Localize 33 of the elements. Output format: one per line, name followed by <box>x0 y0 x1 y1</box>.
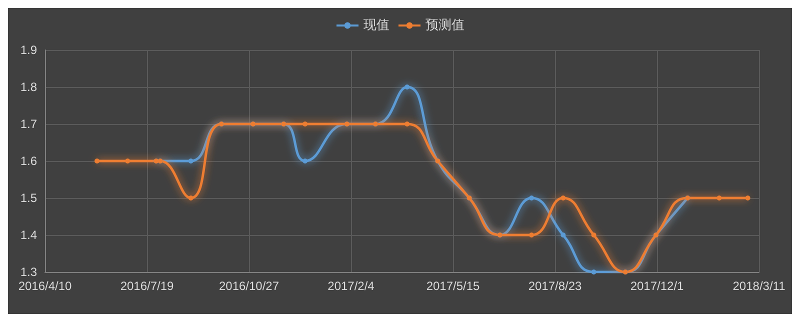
point <box>591 270 596 274</box>
x-tick-label: 2016/4/10 <box>18 279 72 293</box>
point <box>745 196 750 200</box>
x-tick-label: 2017/5/15 <box>426 279 480 293</box>
point <box>529 196 534 200</box>
point <box>302 158 308 164</box>
y-tick-label: 1.6 <box>20 154 38 168</box>
point <box>125 158 130 164</box>
legend-label: 现值 <box>364 18 390 33</box>
point <box>529 232 534 238</box>
x-tick-label: 2017/12/1 <box>630 279 684 293</box>
point <box>302 122 308 126</box>
legend-label: 预测值 <box>426 18 464 33</box>
point <box>591 232 596 238</box>
point <box>560 196 566 200</box>
x-tick-label: 2016/7/19 <box>120 279 174 293</box>
x-tick-label: 2017/2/4 <box>328 279 375 293</box>
y-tick-label: 1.9 <box>20 43 38 57</box>
point <box>560 232 566 238</box>
point <box>94 158 100 164</box>
x-tick-label: 2016/10/27 <box>218 279 280 293</box>
y-tick-label: 1.5 <box>20 191 38 205</box>
point <box>404 122 410 126</box>
x-tick-label: 2018/3/11 <box>732 279 786 293</box>
y-tick-label: 1.3 <box>20 265 38 279</box>
y-tick-label: 1.4 <box>20 228 38 242</box>
point <box>188 196 194 200</box>
point <box>716 196 722 200</box>
point <box>404 84 410 90</box>
x-tick-label: 2017/8/23 <box>528 279 582 293</box>
y-tick-label: 1.7 <box>20 117 38 131</box>
y-tick-label: 1.8 <box>20 80 38 94</box>
point <box>188 158 194 164</box>
